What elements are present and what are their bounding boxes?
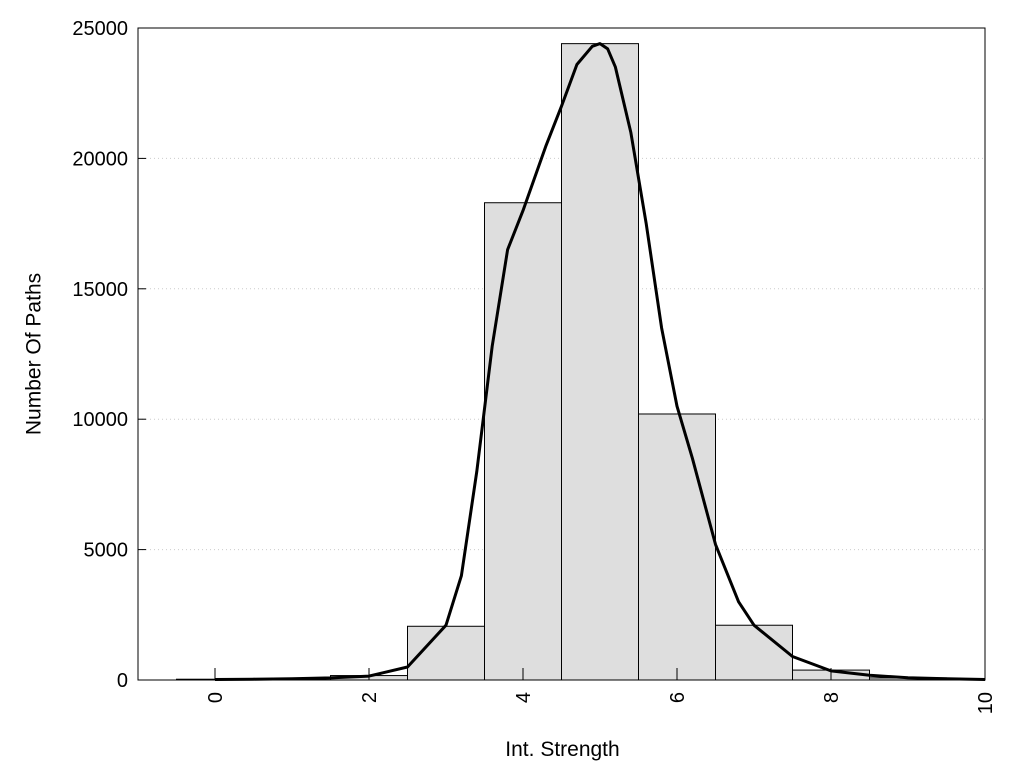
density-curve — [214, 42, 986, 681]
bar-6 — [638, 413, 716, 681]
plot-frame — [137, 27, 986, 681]
y-axis-title: Number Of Paths — [22, 273, 45, 435]
density-curve-layer — [214, 42, 986, 681]
y-tick-label-15000: 15000 — [72, 279, 128, 301]
x-tick-label-6: 6 — [667, 692, 689, 703]
y-tick-label-5000: 5000 — [84, 540, 129, 562]
x-tick-label-2: 2 — [359, 692, 381, 703]
y-tick-label-20000: 20000 — [72, 148, 128, 170]
bar-5 — [561, 43, 639, 681]
x-tick-label-0: 0 — [205, 692, 227, 703]
y-tick-label-25000: 25000 — [72, 18, 128, 40]
y-tick-label-0: 0 — [117, 670, 128, 692]
bar-4 — [484, 202, 562, 681]
y-tick-label-10000: 10000 — [72, 409, 128, 431]
x-tick-label-8: 8 — [821, 692, 843, 703]
x-axis-ticks: 0 2 4 6 8 10 — [205, 668, 997, 714]
x-axis-title: Int. Strength — [505, 738, 619, 761]
x-tick-label-4: 4 — [513, 692, 535, 703]
histogram-bars — [176, 43, 986, 681]
x-tick-label-10: 10 — [975, 692, 997, 714]
bar-7 — [715, 624, 793, 681]
y-axis-ticks: 0 5000 10000 15000 20000 25000 — [72, 18, 146, 692]
